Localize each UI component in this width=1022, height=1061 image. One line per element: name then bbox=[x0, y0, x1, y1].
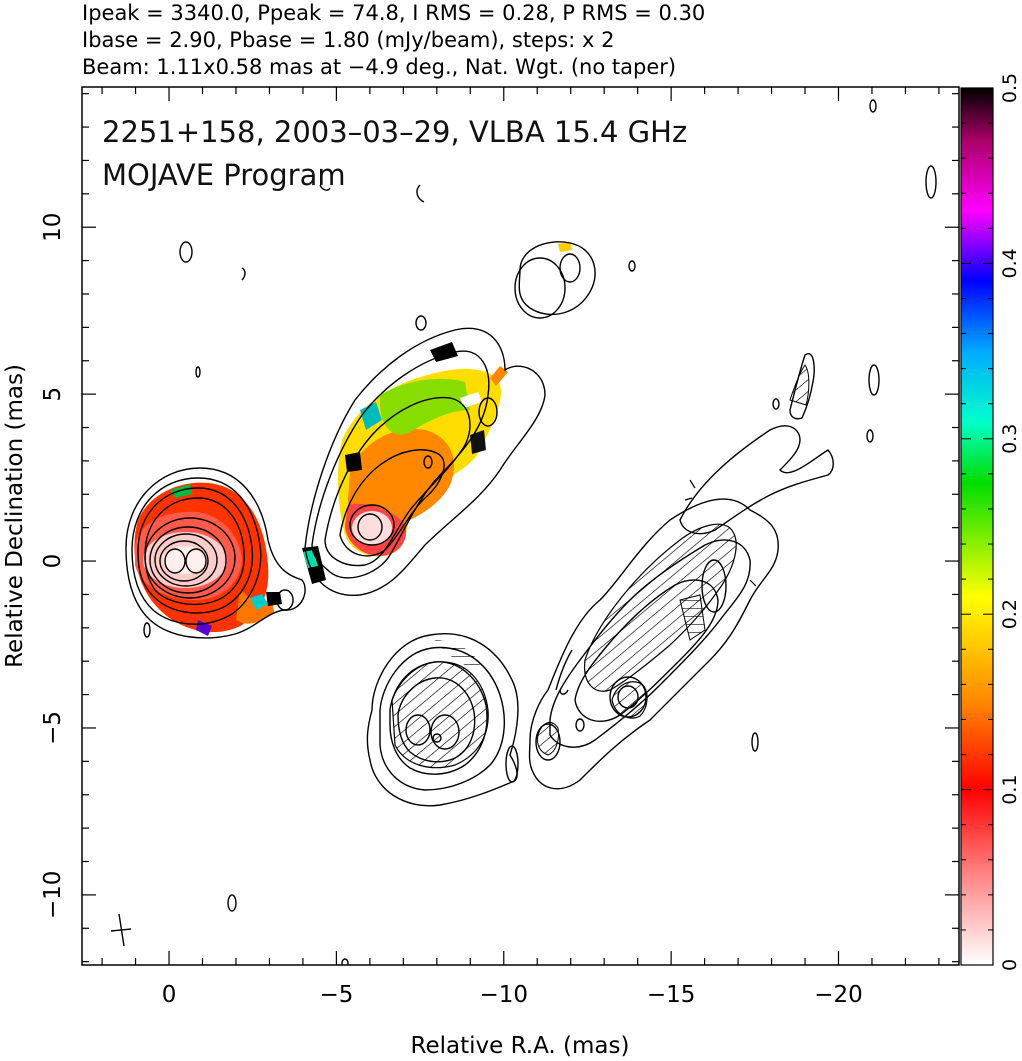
colorbar-tick-label: 0 bbox=[999, 959, 1021, 971]
y-tick-label: 5 bbox=[40, 387, 66, 402]
x-tick-label: 0 bbox=[162, 982, 177, 1008]
chart-subtitle: MOJAVE Program bbox=[102, 158, 346, 192]
colorbar bbox=[960, 87, 994, 966]
header-line-1: Ipeak = 3340.0, Ppeak = 74.8, I RMS = 0.… bbox=[82, 1, 705, 25]
x-tick-label: −10 bbox=[479, 982, 528, 1008]
map-image bbox=[110, 99, 937, 965]
colorbar-tick-labels: 0 0.1 0.2 0.3 0.4 0.5 bbox=[999, 73, 1021, 971]
y-axis-tick-labels: 10 5 0 −5 −10 bbox=[40, 213, 66, 920]
colorbar-tick-label: 0.4 bbox=[999, 248, 1021, 278]
colorbar-tick-label: 0.3 bbox=[999, 424, 1021, 454]
y-tick-label: 10 bbox=[40, 213, 66, 242]
y-axis-ticks bbox=[82, 93, 959, 963]
restoring-beam bbox=[110, 913, 132, 947]
y-axis-label: Relative Declination (mas) bbox=[2, 364, 28, 668]
x-axis-tick-labels: 0 −5 −10 −15 −20 bbox=[162, 982, 863, 1008]
x-tick-label: −15 bbox=[647, 982, 696, 1008]
colorbar-tick-label: 0.2 bbox=[999, 599, 1021, 629]
evpa-tick-regions bbox=[391, 364, 810, 769]
x-axis-ticks bbox=[101, 87, 940, 965]
y-tick-label: −5 bbox=[40, 711, 66, 745]
colorbar-ticks bbox=[961, 87, 993, 966]
x-tick-label: −5 bbox=[319, 982, 353, 1008]
y-tick-label: 0 bbox=[40, 554, 66, 569]
header-line-2: Ibase = 2.90, Pbase = 1.80 (mJy/beam), s… bbox=[82, 28, 614, 52]
colorbar-tick-label: 0.5 bbox=[999, 73, 1021, 103]
y-tick-label: −10 bbox=[40, 871, 66, 920]
chart-title: 2251+158, 2003–03–29, VLBA 15.4 GHz bbox=[102, 115, 687, 149]
x-tick-label: −20 bbox=[814, 982, 863, 1008]
colorbar-tick-label: 0.1 bbox=[999, 774, 1021, 804]
x-axis-label: Relative R.A. (mas) bbox=[411, 1033, 630, 1059]
header-line-3: Beam: 1.11x0.58 mas at −4.9 deg., Nat. W… bbox=[82, 55, 676, 79]
